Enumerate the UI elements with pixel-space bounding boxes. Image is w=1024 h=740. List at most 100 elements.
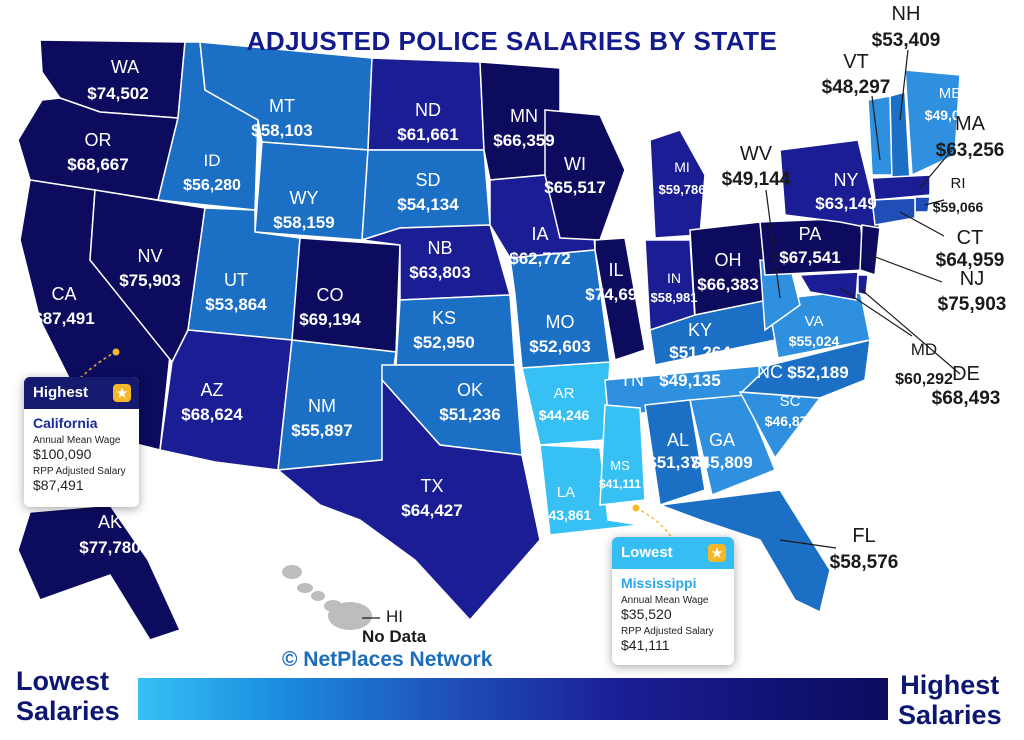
state-value-mi: $59,786 (659, 182, 706, 197)
leader-line-ct (899, 211, 945, 237)
state-value-sd: $54,134 (397, 195, 459, 214)
state-value-vt: $48,297 (822, 77, 891, 98)
state-abbr-ia: IA (531, 224, 548, 244)
state-value-ma: $63,256 (936, 140, 1005, 161)
state-shape-co (291, 237, 401, 353)
state-abbr-mt: MT (269, 96, 295, 116)
state-value-ar: $44,246 (539, 407, 590, 423)
state-abbr-va: VA (805, 313, 824, 330)
state-abbr-ri: RI (951, 175, 966, 192)
state-shape-il (594, 237, 646, 361)
state-abbr-mo: MO (546, 312, 575, 332)
state-shape-ks (395, 294, 516, 366)
state-abbr-wy: WY (290, 188, 319, 208)
state-abbr-ut: UT (224, 270, 248, 290)
state-shape-wi (544, 109, 626, 241)
state-value-ky: $51,264 (669, 343, 731, 362)
state-abbr-fl: FL (852, 525, 875, 547)
state-value-la: $43,861 (541, 507, 592, 523)
state-value-ut: $53,864 (205, 295, 267, 314)
state-shape-ms (599, 404, 646, 506)
state-shape-ak (17, 504, 182, 641)
state-abbr-nm: NM (308, 396, 336, 416)
state-value-al: $51,374 (647, 453, 709, 472)
state-value-tn: $49,135 (659, 371, 720, 390)
state-shape-la (539, 444, 641, 536)
state-value-ia: $62,772 (509, 249, 570, 268)
state-value-ms: $41,111 (599, 477, 641, 491)
state-value-mo: $52,603 (529, 337, 590, 356)
state-abbr-me: ME (939, 85, 962, 102)
state-shape-ma (871, 174, 931, 201)
leader-line-nh (899, 49, 909, 121)
legend-low-line2: Salaries (16, 696, 120, 726)
leader-line-nj (869, 254, 943, 283)
state-abbr-ms: MS (610, 458, 630, 473)
state-value-oh: $66,383 (697, 275, 758, 294)
leader-line-ma (919, 149, 953, 189)
state-shape-tx (276, 378, 541, 622)
state-value-pa: $67,541 (779, 248, 840, 267)
highest-card-header: Highest ★ (24, 377, 139, 409)
state-shape-az (159, 329, 293, 471)
state-value-ny: $63,149 (815, 194, 876, 213)
state-abbr-ks: KS (432, 308, 456, 328)
lowest-card-dot (632, 504, 640, 512)
state-abbr-ok: OK (457, 380, 483, 400)
state-abbr-il: IL (608, 260, 623, 280)
police-badge-icon: ★ (708, 544, 726, 562)
state-shape-md (798, 271, 859, 301)
state-value-ct: $64,959 (936, 250, 1005, 271)
hawaii-shapes (282, 565, 372, 630)
lowest-salary-card: Lowest ★ Mississippi Annual Mean Wage $3… (612, 537, 734, 665)
hawaii-island (311, 591, 325, 601)
state-shape-ny (779, 139, 882, 231)
hawaii-island (282, 565, 302, 579)
lowest-card-wage-value: $35,520 (621, 606, 672, 622)
state-value-ri: $59,066 (933, 199, 984, 215)
state-shape-nj (859, 224, 881, 277)
state-value-wy: $58,159 (273, 213, 334, 232)
highest-salary-card: Highest ★ California Annual Mean Wage $1… (24, 377, 139, 507)
state-value-mt: $58,103 (251, 121, 312, 140)
leader-line-vt (871, 95, 881, 161)
state-value-va: $55,024 (789, 333, 840, 349)
state-abbr-md: MD (911, 340, 937, 359)
state-abbr-hi: HI (386, 607, 403, 626)
state-value-ks: $52,950 (413, 333, 474, 352)
state-abbr-in: IN (667, 270, 681, 286)
state-abbr-nh: NH (892, 3, 921, 25)
state-shape-vt (867, 95, 893, 176)
state-value-sc: $46,877 (765, 413, 816, 429)
lowest-card-heading: Lowest (621, 544, 673, 561)
state-value-co: $69,194 (299, 310, 361, 329)
state-value-il: $74,692 (585, 285, 646, 304)
state-value-nh: $53,409 (872, 30, 941, 51)
state-value-ok: $51,236 (439, 405, 500, 424)
state-abbr-nv: NV (137, 246, 162, 266)
state-abbr-sd: SD (415, 170, 440, 190)
state-value-wa: $74,502 (87, 84, 148, 103)
lowest-card-connector (635, 507, 673, 539)
state-abbr-ca: CA (51, 284, 76, 304)
state-value-fl: $58,576 (830, 552, 899, 573)
lowest-card-rpp-value: $41,111 (621, 637, 670, 653)
leader-line-fl (779, 539, 837, 549)
state-abbr-or: OR (85, 130, 112, 150)
state-abbr-la: LA (557, 484, 575, 501)
state-abbr-ga: GA (709, 430, 735, 450)
state-abbr-ny: NY (833, 170, 858, 190)
state-abbr-ar: AR (554, 385, 575, 402)
state-value-ak: $77,780 (79, 538, 140, 557)
legend-color-scale (138, 678, 888, 720)
highest-card-rpp-value: $87,491 (33, 477, 84, 493)
state-value-or: $68,667 (67, 155, 128, 174)
state-shape-nc (740, 339, 871, 399)
state-shape-ga (689, 394, 776, 497)
leader-line-wv (765, 189, 781, 299)
state-value-nc: $52,189 (787, 363, 848, 382)
state-abbr-nj: NJ (960, 268, 984, 290)
state-abbr-wi: WI (564, 154, 586, 174)
state-value-hi: No Data (362, 627, 427, 646)
